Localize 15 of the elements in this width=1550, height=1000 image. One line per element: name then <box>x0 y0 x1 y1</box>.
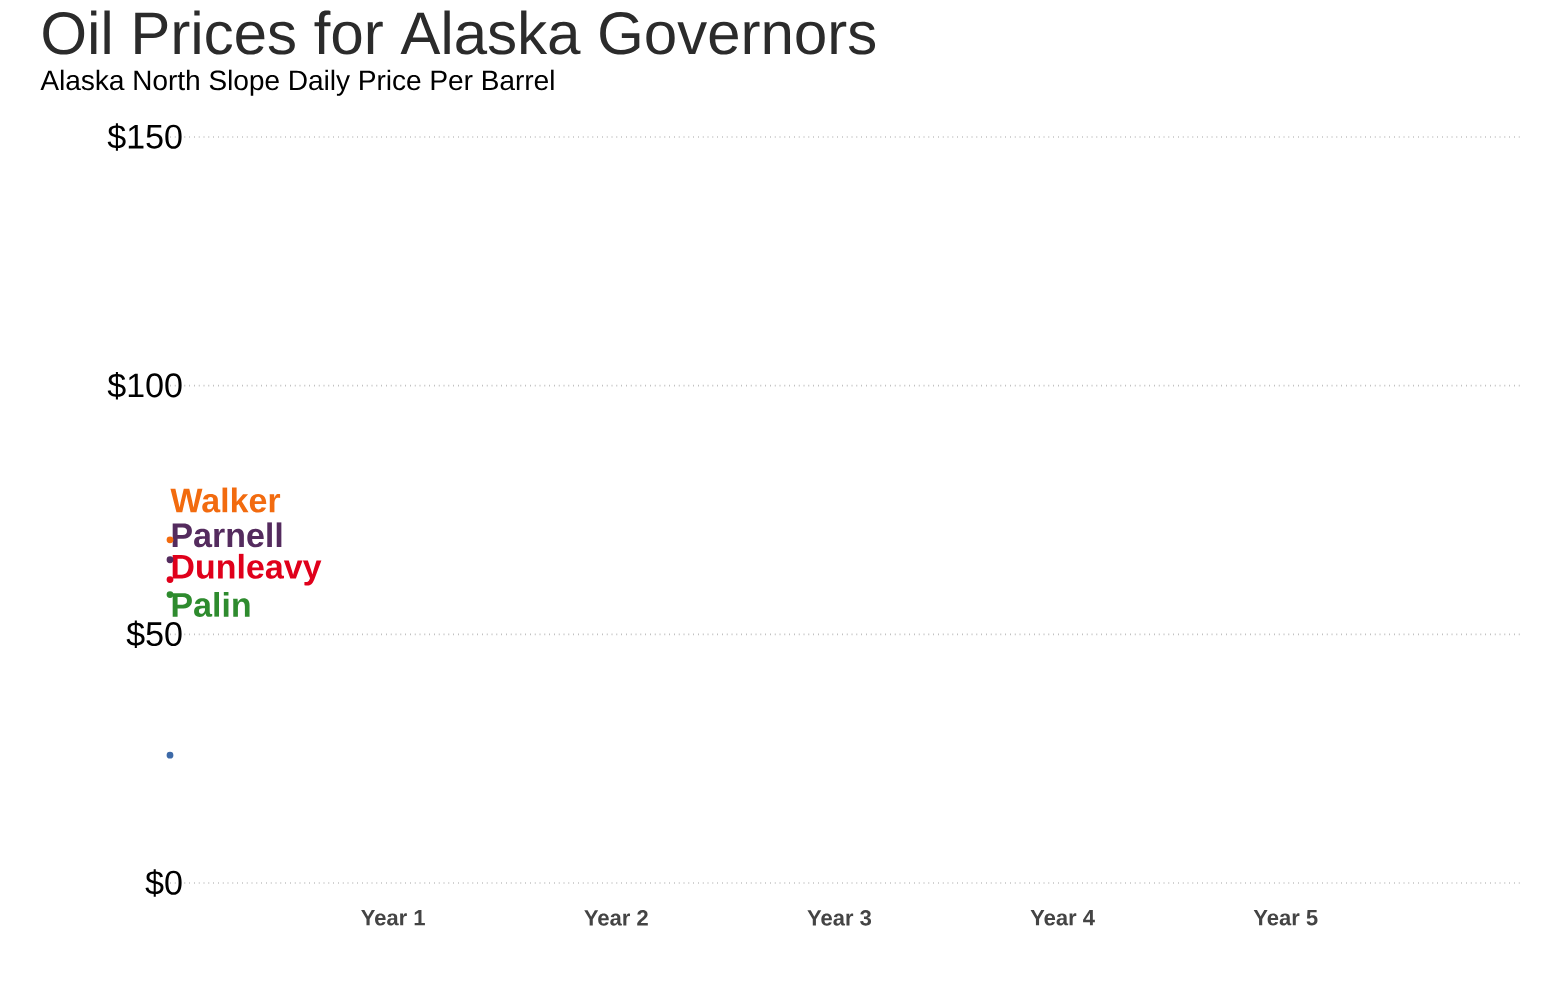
x-tick-label: Year 3 <box>807 910 872 926</box>
y-tick-label: $150 <box>107 123 182 151</box>
chart-subtitle: Alaska North Slope Daily Price Per Barrel <box>40 69 554 96</box>
series-label: Dunleavy <box>172 553 322 586</box>
y-tick-label: $100 <box>107 371 182 400</box>
y-tick-label: $0 <box>145 869 182 897</box>
x-tick-label: Year 5 <box>1253 910 1318 926</box>
x-tick-label: Year 4 <box>1030 910 1095 926</box>
chart-title: Oil Prices for Alaska Governors <box>43 10 876 55</box>
series-label: Parnell <box>172 522 282 548</box>
x-tick-label: Year 1 <box>361 910 425 926</box>
x-tick-label: Year 2 <box>584 910 648 926</box>
series-label: Palin <box>172 592 250 617</box>
series-label: Walker <box>170 487 281 513</box>
y-tick-label: $50 <box>126 620 182 649</box>
